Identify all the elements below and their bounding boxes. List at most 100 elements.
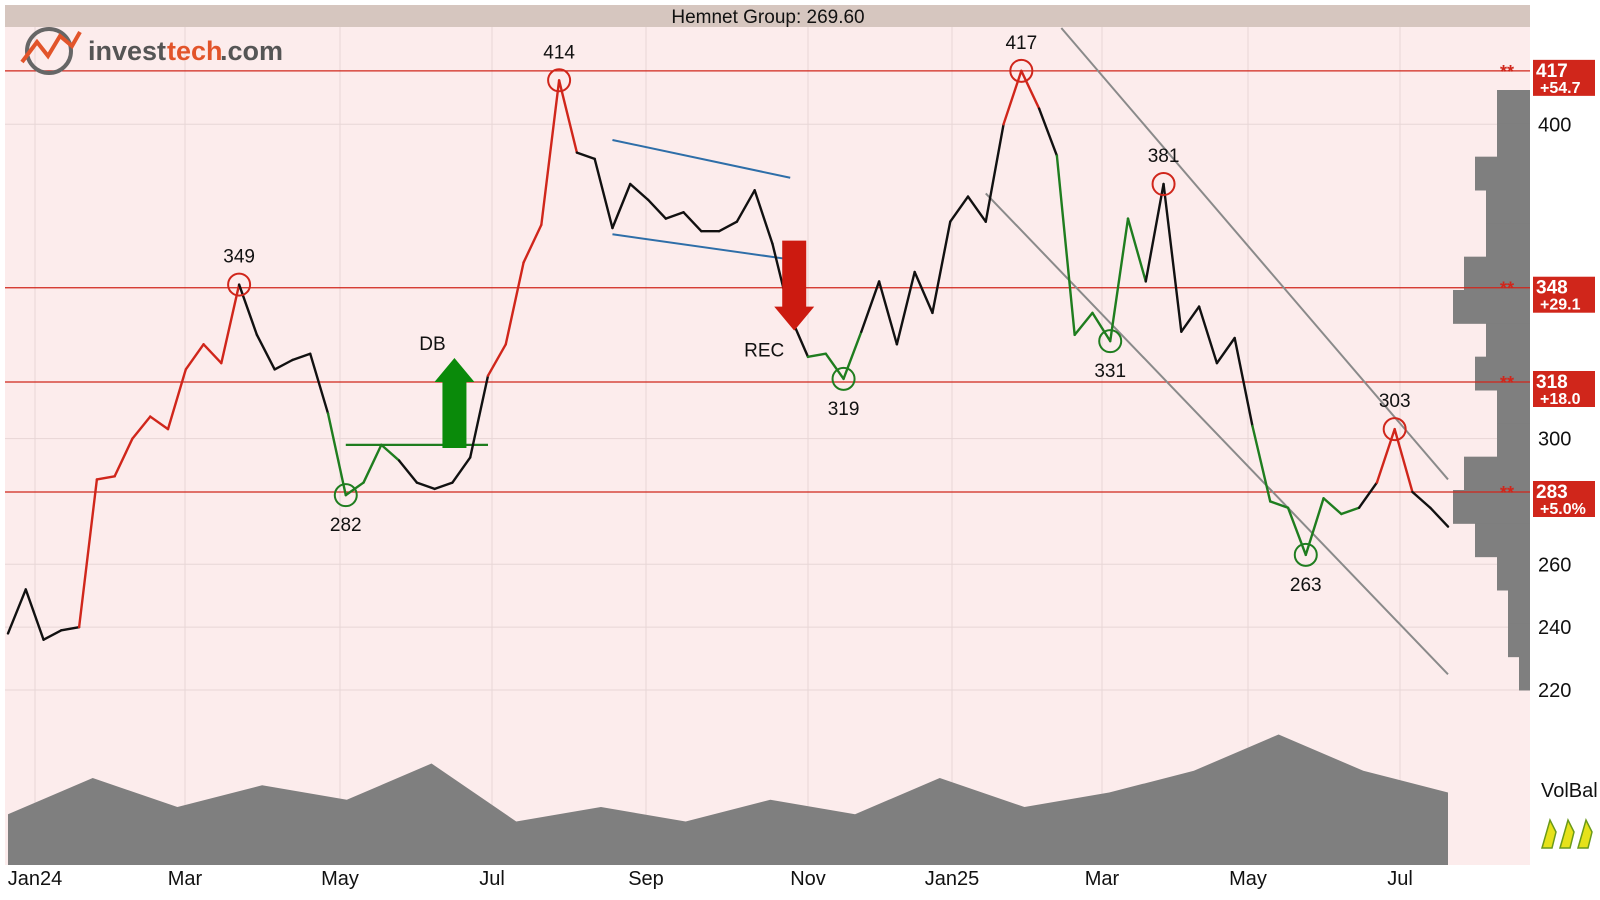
price-segment [664,211,685,220]
price-segment [682,211,703,233]
x-tick-label: Sep [628,868,664,890]
logo-zigzag-icon [20,31,82,64]
price-segment [1357,481,1379,509]
price-segment [326,412,347,497]
price-segment [913,270,934,315]
level-badge [1533,481,1595,517]
price-segment [95,475,116,481]
up-arrow-icon [1577,817,1593,849]
channel-lower-line [985,192,1449,675]
indicator-label: VolBal [1541,780,1598,802]
logo-icon [25,27,73,75]
level-badge [1533,276,1595,313]
price-segment [1304,497,1325,557]
signal-label: DB [419,334,445,355]
price-segment [1144,182,1165,283]
price-segment [255,333,276,371]
price-segment [149,415,170,431]
price-segment [1109,217,1130,343]
pivot-circle [1009,58,1034,83]
volume-balance-fill [8,734,1448,865]
plot-background [5,5,1530,865]
pivot-label: 319 [828,399,860,420]
pivot-label: 349 [223,247,255,268]
volume-profile-bar [1475,523,1530,558]
volume-profile-bar [1486,323,1530,358]
x-tick-label: Mar [1085,868,1120,890]
price-segment [931,220,952,315]
x-tick-label: Mar [168,868,203,890]
x-tick-label: Jul [1387,868,1413,890]
price-segment [717,220,739,233]
price-segment [6,588,27,635]
pivot-label: 331 [1094,361,1126,382]
price-segment [1411,490,1432,509]
x-tick-label: Jul [479,868,505,890]
price-segment [42,629,63,641]
indicator-arrows-icon [1541,817,1593,849]
volume-profile-bar [1497,123,1530,158]
price-segment [291,352,312,362]
volume-profile-bar [1497,556,1530,591]
price-segment [966,195,987,223]
volume-profile-bar [1497,390,1530,424]
pivot-circle [1098,329,1123,354]
signal-label: REC [744,341,784,362]
price-segment [753,189,774,245]
price-segment [1215,336,1236,365]
price-segment [237,283,259,337]
pivot-circle [1151,172,1176,196]
pivot-label: 417 [1005,33,1037,54]
level-value: 417 [1536,61,1568,82]
price-segment [1340,506,1361,516]
volume-profile-bar [1475,156,1530,191]
pivot-label: 381 [1148,146,1180,167]
pivot-circle [1293,542,1318,567]
price-segment [842,330,863,381]
price-segment [949,195,970,223]
x-axis-ticks: Jan24 Mar May Jul Sep Nov Jan25 Mar May Jul [8,868,1413,890]
price-segment [1251,424,1272,503]
resistance-levels [5,70,1530,493]
price-segment [77,478,99,629]
pivot-circle [1382,417,1407,442]
volume-profile-bar [1475,356,1530,391]
volume-profile-bar [1508,623,1530,658]
price-segment [1197,305,1219,365]
y-axis-ticks: 220 240 260 300 400 [1538,114,1571,702]
price-segment [1162,182,1183,333]
level-star-icon: ** [1500,483,1514,503]
price-segment [1322,497,1343,516]
logo-text-tech: tech [167,36,223,66]
price-segment [824,352,845,381]
signal-arrows: DB REC [419,240,815,448]
price-segment [397,459,419,484]
logo-text-com: .com [220,36,283,66]
price-segment [806,352,827,359]
volume-profile-bar [1453,290,1530,324]
rectangle-upper-line [612,139,791,179]
level-badge [1533,59,1595,96]
level-badge [1533,371,1595,407]
price-segment [486,343,507,377]
price-segment [522,223,543,264]
price-segment [735,189,756,223]
price-segment [540,79,561,227]
level-change: +18.0 [1540,391,1581,408]
price-segment [593,157,614,230]
investtech-logo: invest tech .com [20,27,283,75]
pivot-label: 414 [543,42,575,63]
price-segment [433,481,454,491]
chart-title: Hemnet Group: 269.60 [671,7,864,28]
price-segment [611,182,632,230]
x-tick-label: Jan24 [8,868,63,890]
price-segment [1020,69,1041,110]
price-segment [895,270,916,346]
level-labels: ** 417+54.7 ** 348+29.1 ** 318+18.0 ** 283+5.0% [1500,59,1595,518]
pivot-circle [547,68,572,93]
header-bar [5,5,1530,27]
y-tick-label: 240 [1538,617,1571,639]
level-star-icon: ** [1500,373,1514,393]
